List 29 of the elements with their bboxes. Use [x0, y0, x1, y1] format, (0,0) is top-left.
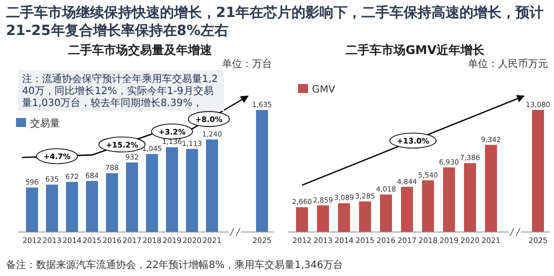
text: 注：流通协会保守预计全年乘用车交易量1,240万，同比增长12%，实际今年1-9月交易量1,030万台，较去年同期增长8.39%，: [22, 73, 218, 109]
bar: [186, 148, 198, 232]
bar: [443, 167, 455, 232]
chart-title: 二手车市场交易量及年增速: [68, 43, 213, 57]
bar: [380, 194, 392, 232]
bar: [464, 163, 476, 232]
bar: [46, 184, 58, 232]
bar: [296, 207, 308, 232]
bar: [26, 188, 38, 232]
bar: [359, 201, 371, 232]
chart-subtitle: 单位：人民币万元: [468, 58, 548, 70]
bar: [106, 173, 118, 232]
bar: [86, 180, 98, 232]
text: 备注：数据来源汽车流通协会，22年预计增幅8%，乘用车交易量1,346万台: [6, 259, 344, 271]
bar: [166, 147, 178, 232]
bar: [401, 186, 413, 232]
legend-label: 交易量: [30, 118, 60, 130]
chart-subtitle: 单位：万台: [222, 58, 272, 70]
legend-label: GMV: [312, 84, 336, 96]
text: 二手车市场继续保持快速的增长，21年在芯片的影响下，二手车保持高速的增长，预计21-25年复合增长率保持在8%左右: [6, 4, 544, 39]
bar: [338, 203, 350, 232]
bar: [146, 154, 158, 232]
bar: [126, 162, 138, 232]
bar: [317, 205, 329, 232]
chart-title: 二手车市场GMV近年增长: [345, 43, 486, 57]
bar: [206, 139, 218, 232]
bar: [485, 144, 497, 232]
bar: [66, 182, 78, 232]
bar: [422, 180, 434, 232]
